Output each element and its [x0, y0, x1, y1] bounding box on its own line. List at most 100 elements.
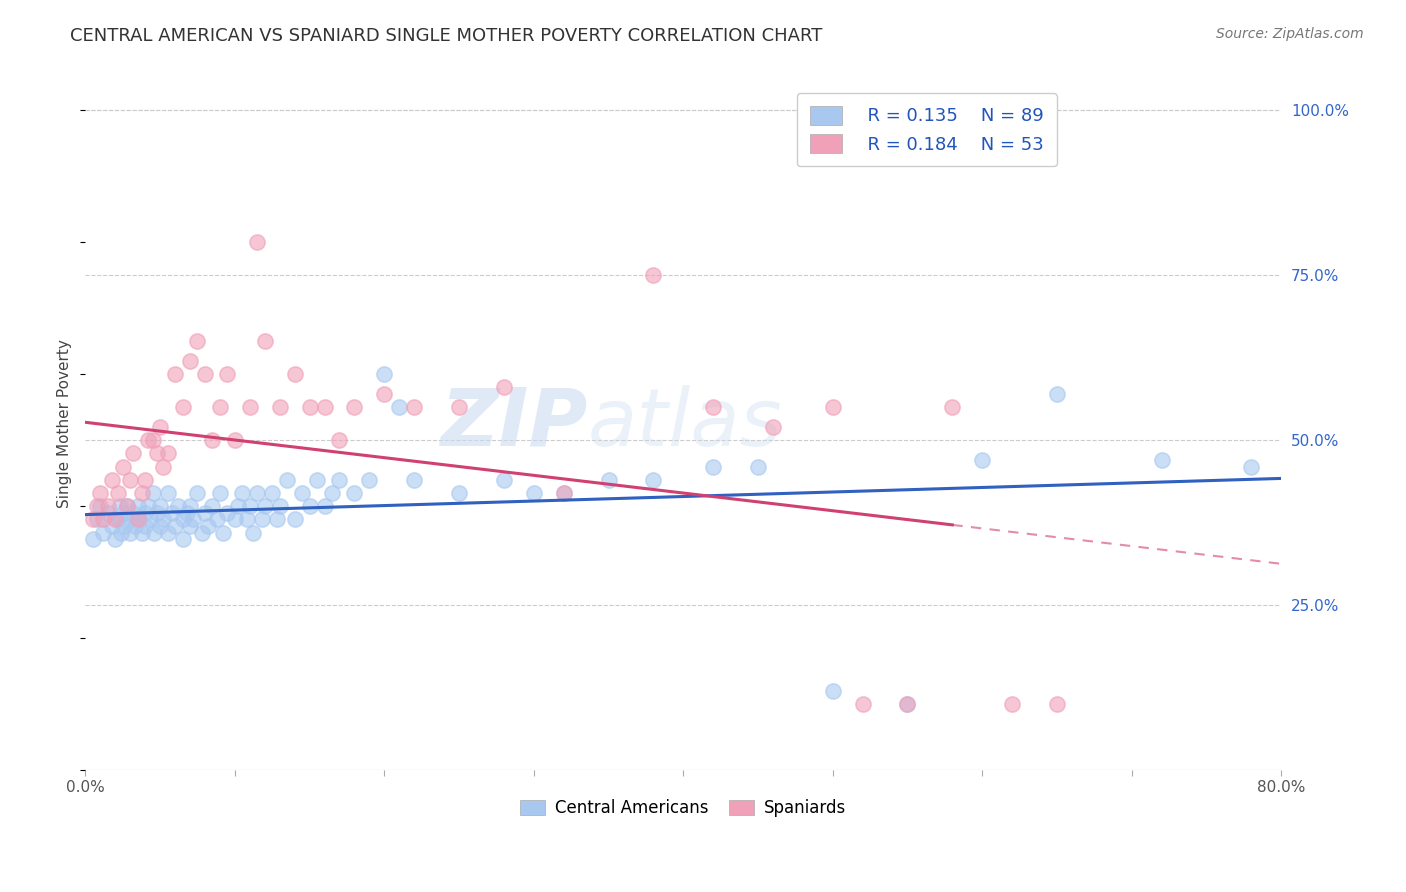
Point — [328, 434, 350, 448]
Point — [314, 499, 336, 513]
Point — [104, 512, 127, 526]
Point — [298, 401, 321, 415]
Point — [269, 499, 291, 513]
Point — [253, 334, 276, 349]
Point — [212, 525, 235, 540]
Point — [111, 459, 134, 474]
Point — [1046, 697, 1069, 711]
Point — [643, 268, 665, 283]
Point — [821, 683, 844, 698]
Point — [298, 499, 321, 513]
Point — [165, 519, 187, 533]
Point — [107, 486, 129, 500]
Point — [146, 506, 169, 520]
Point — [208, 401, 231, 415]
Point — [343, 486, 366, 500]
Point — [373, 387, 395, 401]
Point — [138, 512, 160, 526]
Point — [598, 473, 620, 487]
Text: Source: ZipAtlas.com: Source: ZipAtlas.com — [1216, 27, 1364, 41]
Text: ZIP: ZIP — [440, 384, 588, 463]
Point — [246, 235, 269, 250]
Point — [107, 512, 129, 526]
Point — [186, 486, 208, 500]
Point — [124, 519, 146, 533]
Point — [896, 697, 918, 711]
Point — [224, 512, 246, 526]
Point — [284, 368, 307, 382]
Point — [1150, 453, 1173, 467]
Point — [1046, 387, 1069, 401]
Point — [136, 499, 159, 513]
Point — [191, 525, 214, 540]
Point — [194, 506, 217, 520]
Point — [101, 519, 124, 533]
Point — [97, 499, 120, 513]
Point — [172, 401, 194, 415]
Point — [156, 446, 179, 460]
Point — [343, 401, 366, 415]
Point — [131, 525, 153, 540]
Point — [404, 401, 426, 415]
Point — [896, 697, 918, 711]
Point — [112, 519, 135, 533]
Point — [149, 519, 172, 533]
Point — [149, 499, 172, 513]
Point — [972, 453, 994, 467]
Point — [553, 486, 575, 500]
Point — [643, 473, 665, 487]
Point — [388, 401, 411, 415]
Point — [128, 512, 150, 526]
Point — [97, 506, 120, 520]
Point — [702, 459, 724, 474]
Point — [201, 434, 224, 448]
Point — [82, 532, 104, 546]
Point — [447, 401, 470, 415]
Point — [239, 499, 262, 513]
Point — [217, 506, 239, 520]
Point — [172, 532, 194, 546]
Point — [492, 473, 515, 487]
Point — [115, 499, 138, 513]
Point — [152, 459, 174, 474]
Point — [122, 446, 145, 460]
Point — [208, 486, 231, 500]
Point — [142, 434, 165, 448]
Point — [217, 368, 239, 382]
Point — [149, 420, 172, 434]
Point — [134, 473, 156, 487]
Point — [179, 499, 201, 513]
Point — [131, 486, 153, 500]
Text: atlas: atlas — [588, 384, 782, 463]
Text: CENTRAL AMERICAN VS SPANIARD SINGLE MOTHER POVERTY CORRELATION CHART: CENTRAL AMERICAN VS SPANIARD SINGLE MOTH… — [70, 27, 823, 45]
Point — [156, 486, 179, 500]
Point — [134, 519, 156, 533]
Point — [1001, 697, 1024, 711]
Point — [821, 401, 844, 415]
Point — [314, 401, 336, 415]
Point — [239, 401, 262, 415]
Point — [181, 512, 204, 526]
Point — [136, 434, 159, 448]
Point — [156, 525, 179, 540]
Point — [404, 473, 426, 487]
Point — [86, 499, 108, 513]
Point — [1240, 459, 1263, 474]
Point — [143, 525, 166, 540]
Point — [284, 512, 307, 526]
Point — [120, 473, 142, 487]
Point — [201, 499, 224, 513]
Point — [194, 368, 217, 382]
Point — [186, 334, 208, 349]
Point — [492, 380, 515, 394]
Point — [152, 512, 174, 526]
Point — [108, 499, 131, 513]
Point — [91, 512, 114, 526]
Point — [250, 512, 273, 526]
Point — [321, 486, 343, 500]
Point — [91, 525, 114, 540]
Point — [110, 525, 132, 540]
Point — [111, 506, 134, 520]
Point — [553, 486, 575, 500]
Point — [305, 473, 328, 487]
